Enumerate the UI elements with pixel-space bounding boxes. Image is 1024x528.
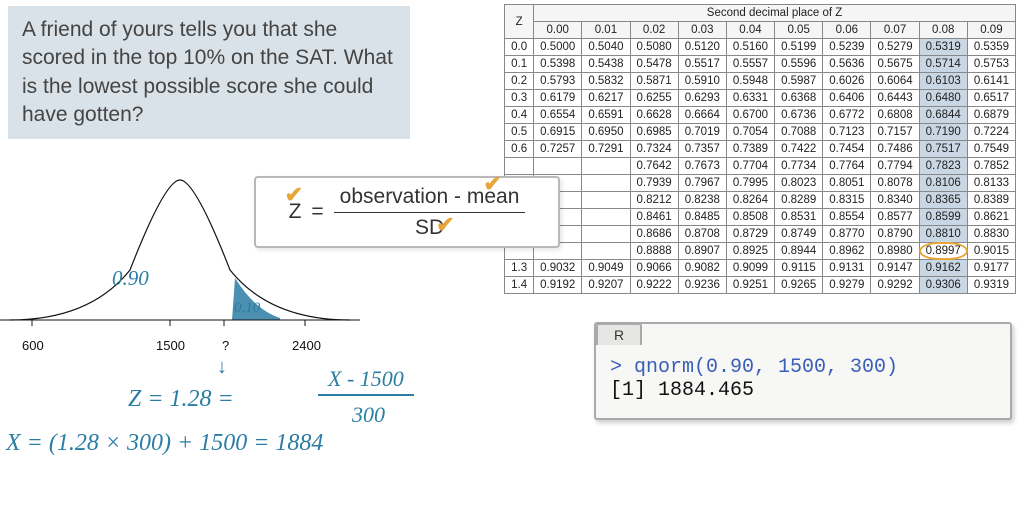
arrow-icon: ↓ bbox=[217, 356, 227, 379]
z-table: ZSecond decimal place of Z 0.000.010.020… bbox=[504, 4, 1016, 294]
r-command: > qnorm(0.90, 1500, 300) bbox=[610, 356, 898, 379]
z-table-corner: Z bbox=[505, 5, 534, 39]
calc-numerator: X - 1500 bbox=[318, 366, 414, 396]
calc-denominator: 300 bbox=[352, 402, 385, 428]
r-tab: R bbox=[596, 323, 642, 345]
z-formula: ✔Z = observation - mean✔ SD✔ bbox=[254, 176, 560, 248]
z-table-title: Second decimal place of Z bbox=[534, 5, 1016, 22]
calc-line2: X = (1.28 × 300) + 1500 = 1884 bbox=[6, 430, 323, 457]
calc-line1-left: Z = 1.28 = bbox=[128, 386, 234, 413]
question-box: A friend of yours tells you that she sco… bbox=[8, 6, 410, 139]
area-main: 0.90 bbox=[112, 266, 149, 291]
area-tail: 0.10 bbox=[234, 300, 260, 317]
r-console: R > qnorm(0.90, 1500, 300) [1] 1884.465 bbox=[594, 322, 1012, 420]
r-output: [1] 1884.465 bbox=[610, 379, 754, 402]
